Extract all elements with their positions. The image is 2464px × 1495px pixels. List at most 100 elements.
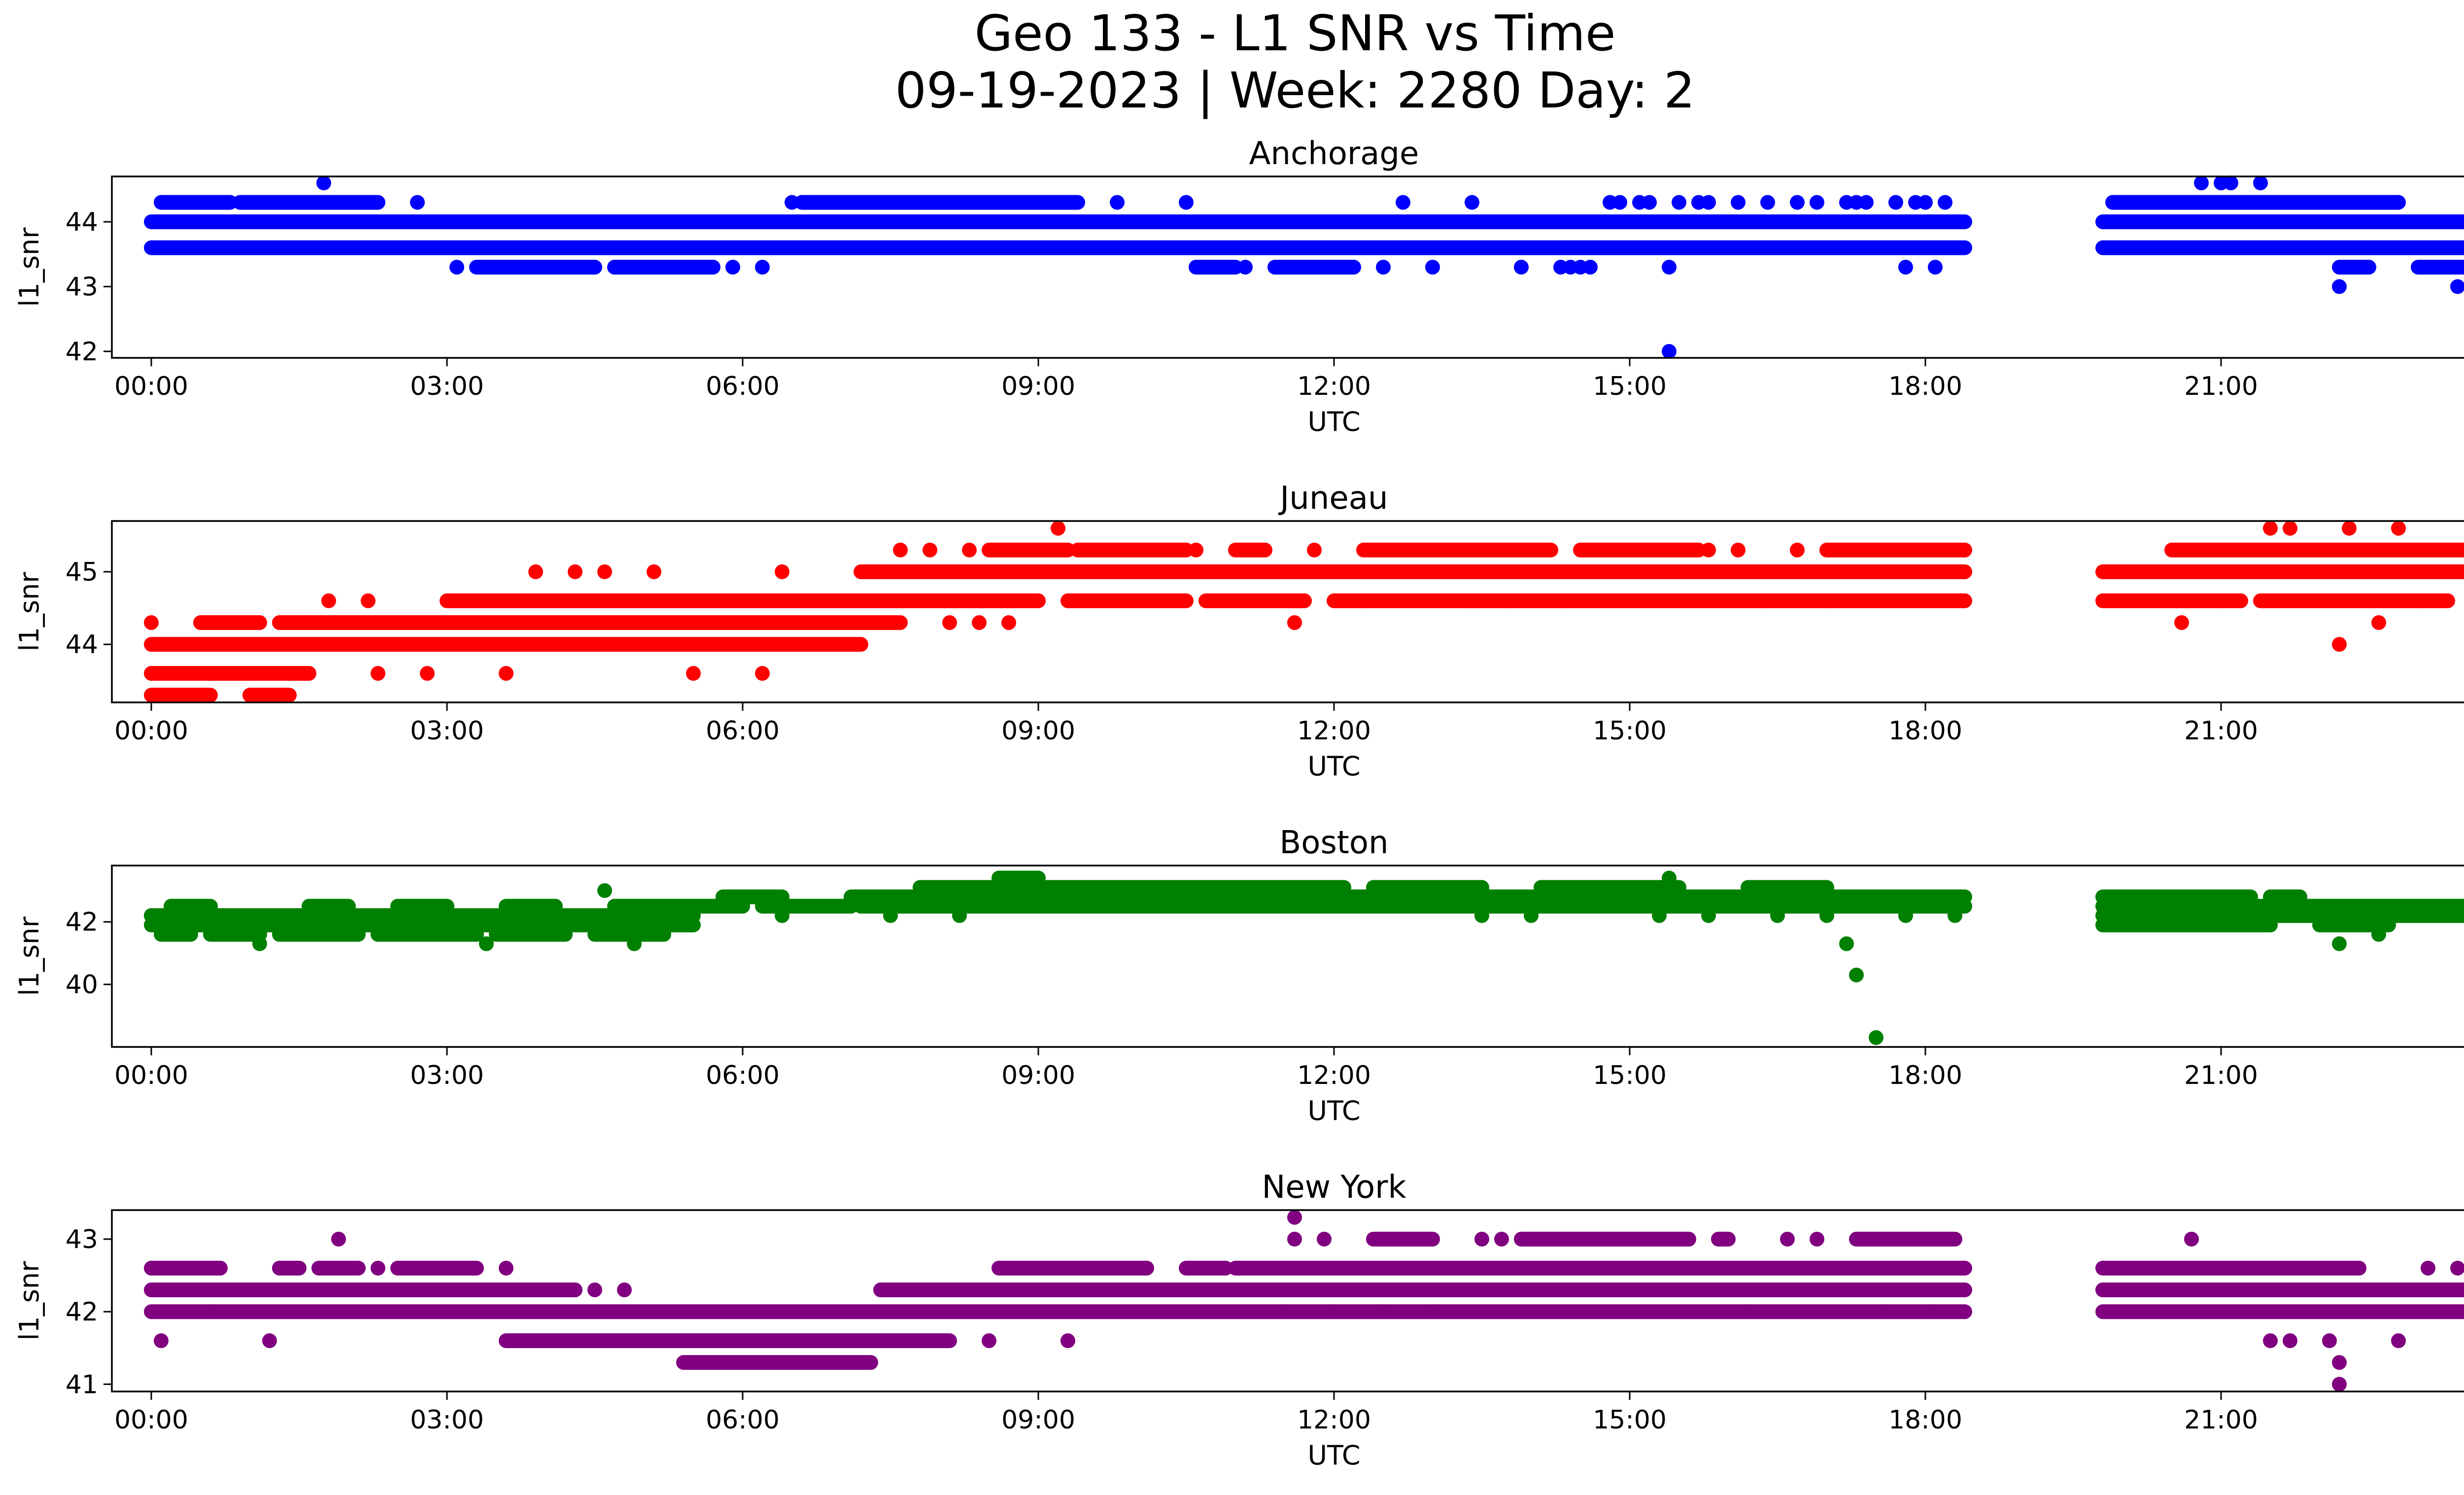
marker-point (1898, 260, 1913, 275)
marker-band (2095, 593, 2248, 608)
marker-point (1672, 195, 1686, 210)
marker-band (2332, 260, 2376, 275)
marker-point (597, 883, 612, 898)
x-tick-label: 21:00 (2184, 716, 2258, 746)
marker-band (272, 1260, 307, 1276)
marker-point (1061, 1333, 1075, 1348)
marker-point (1918, 195, 1933, 210)
marker-band (676, 1355, 878, 1370)
marker-point (775, 564, 789, 580)
marker-point (1770, 908, 1785, 923)
marker-point (755, 260, 770, 275)
marker-point (499, 666, 513, 681)
marker-point (1327, 1304, 1341, 1320)
subplot-title: Anchorage (1249, 136, 1419, 172)
marker-band (2105, 195, 2406, 210)
marker-band (1228, 1260, 1972, 1276)
marker-point (2283, 1333, 2297, 1348)
marker-point (982, 1333, 996, 1348)
marker-band (2095, 1304, 2464, 1320)
subplot-juneau: Juneau 00:00 03:00 06:00 09:00 12:00 15:00 18:0… (14, 480, 2464, 782)
marker-point (2332, 936, 2347, 951)
x-tick-label: 21:00 (2184, 372, 2258, 401)
marker-point (371, 666, 385, 681)
marker-point (883, 908, 898, 923)
marker-point (1741, 1304, 1755, 1320)
x-tick-label: 03:00 (410, 716, 484, 746)
marker-point (1376, 1304, 1391, 1320)
marker-point (1396, 195, 1410, 210)
marker-point (154, 1333, 169, 1348)
marker-point (617, 1282, 632, 1297)
marker-band (1366, 1231, 1440, 1247)
marker-point (1504, 593, 1519, 608)
marker-point (2332, 1355, 2347, 1370)
y-tick-label: 44 (66, 630, 98, 660)
marker-point (1474, 1231, 1489, 1247)
x-tick-label: 03:00 (410, 372, 484, 401)
x-tick-label: 18:00 (1888, 1405, 1962, 1435)
marker-band (1534, 880, 1686, 895)
marker-point (1869, 1030, 1883, 1045)
y-tick-label: 43 (66, 1225, 98, 1254)
marker-point (1287, 1210, 1302, 1225)
marker-point (1849, 968, 1864, 983)
subplot-title: Boston (1279, 825, 1388, 861)
marker-point (528, 564, 543, 580)
marker-point (1001, 615, 1016, 630)
marker-point (627, 936, 642, 951)
marker-point (942, 615, 957, 630)
marker-point (2371, 927, 2386, 942)
y-tick-label: 42 (66, 907, 98, 937)
marker-point (2263, 521, 2278, 536)
marker-point (1790, 542, 1805, 557)
marker-point (1051, 521, 1065, 536)
x-tick-label: 18:00 (1888, 1061, 1962, 1090)
marker-band (1327, 593, 1972, 608)
marker-band (233, 195, 385, 210)
marker-point (1938, 195, 1952, 210)
x-tick-label: 12:00 (1297, 372, 1371, 401)
marker-band (992, 1260, 1154, 1276)
x-tick-label: 12:00 (1297, 716, 1371, 746)
marker-band (716, 889, 789, 904)
marker-point (1277, 1304, 1292, 1320)
marker-point (1425, 1304, 1440, 1320)
marker-point (499, 1260, 513, 1276)
marker-point (262, 1333, 277, 1348)
marker-point (1524, 908, 1539, 923)
marker-band (203, 1304, 1972, 1320)
marker-point (1948, 908, 1962, 923)
x-tick-label: 21:00 (2184, 1061, 2258, 1090)
marker-band (2095, 1282, 2464, 1297)
marker-band (499, 899, 563, 914)
marker-point (1474, 908, 1489, 923)
marker-point (647, 927, 661, 942)
marker-point (2194, 175, 2209, 191)
marker-point (2332, 1377, 2347, 1392)
x-axis-label: UTC (1307, 1095, 1360, 1126)
marker-point (321, 593, 336, 608)
y-tick-label: 43 (66, 272, 98, 302)
y-tick-label: 44 (66, 208, 98, 237)
marker-band (371, 927, 484, 942)
figure-title-line-1: Geo 133 - L1 SNR vs Time (975, 4, 1616, 62)
marker-point (1110, 195, 1125, 210)
x-tick-label: 18:00 (1888, 372, 1962, 401)
marker-band (144, 666, 316, 681)
marker-band (302, 899, 356, 914)
marker-point (1819, 908, 1834, 923)
marker-point (252, 936, 267, 951)
x-tick-label: 15:00 (1593, 716, 1667, 746)
x-tick-label: 09:00 (1001, 1061, 1075, 1090)
marker-point (2332, 279, 2347, 294)
marker-band (913, 880, 1351, 895)
x-tick-label: 00:00 (114, 716, 188, 746)
marker-point (292, 917, 307, 933)
marker-point (1425, 260, 1440, 275)
marker-band (2411, 260, 2464, 275)
y-axis-label: l1_snr (14, 1261, 45, 1341)
marker-band (2164, 542, 2464, 557)
marker-band (982, 542, 1075, 557)
